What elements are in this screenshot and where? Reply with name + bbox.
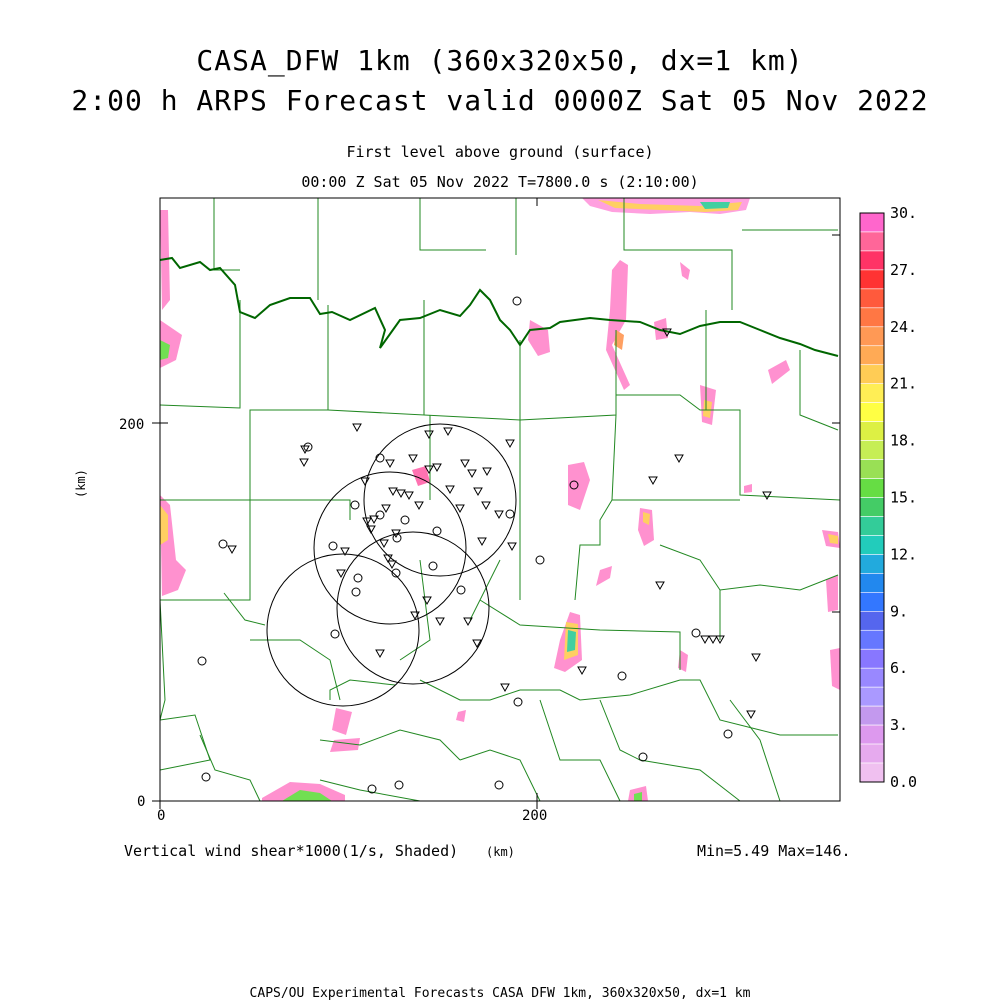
colorbar-label: 0.0 xyxy=(890,773,917,791)
colorbar-swatch xyxy=(859,762,885,783)
y-tick-200: 200 xyxy=(119,417,144,433)
x-axis-unit: (km) xyxy=(486,845,515,859)
colorbar-swatch xyxy=(859,610,885,631)
colorbar-swatch xyxy=(859,326,885,347)
colorbar-swatch xyxy=(859,554,885,574)
colorbar-swatch xyxy=(859,402,885,422)
map-title: CASA_DFW 1km (360x320x50, dx=1 km) xyxy=(196,44,804,77)
colorbar-label: 21. xyxy=(890,375,917,393)
level-subtitle: First level above ground (surface) xyxy=(346,143,654,161)
radar-rings xyxy=(266,423,517,707)
colorbar-swatch xyxy=(859,421,885,441)
field-label: Vertical wind shear*1000(1/s, Shaded) xyxy=(124,842,459,860)
min-max-readout: Min=5.49 Max=146. xyxy=(697,842,851,860)
colorbar-swatch xyxy=(859,573,885,593)
station-triangles xyxy=(227,328,772,720)
colorbar-swatch xyxy=(859,212,885,233)
time-subtitle: 00:00 Z Sat 05 Nov 2022 T=7800.0 s (2:10… xyxy=(301,173,699,191)
colorbar-label: 24. xyxy=(890,318,917,336)
colorbar-label: 18. xyxy=(890,432,917,450)
colorbar-swatch xyxy=(859,269,885,290)
colorbar-swatch xyxy=(859,592,885,612)
colorbar-swatch xyxy=(859,459,885,479)
colorbar-swatch xyxy=(859,307,885,328)
forecast-title: 2:00 h ARPS Forecast valid 0000Z Sat 05 … xyxy=(71,84,929,117)
colorbar-swatch xyxy=(859,648,885,669)
colorbar-swatch xyxy=(859,705,885,726)
colorbar-label: 9. xyxy=(890,602,908,620)
colorbar-label: 3. xyxy=(890,716,908,734)
plot-frame xyxy=(159,197,841,802)
colorbar-swatch xyxy=(859,686,885,707)
colorbar-swatch xyxy=(859,364,885,385)
colorbar-label: 12. xyxy=(890,545,917,563)
colorbar-swatch xyxy=(859,535,885,555)
axis-ticks xyxy=(152,198,840,809)
colorbar-label: 27. xyxy=(890,261,917,279)
x-tick-0: 0 xyxy=(157,808,165,824)
colorbar-swatch xyxy=(859,629,885,650)
colorbar-swatch xyxy=(859,667,885,688)
colorbar-labels: 30. 27. 24. 21. 18. 15. 12. 9. 6. 3. 0.0 xyxy=(890,204,917,791)
colorbar xyxy=(859,212,885,783)
red-river-boundary xyxy=(159,256,839,357)
colorbar-swatch xyxy=(859,288,885,309)
colorbar-swatch xyxy=(859,250,885,271)
colorbar-label: 6. xyxy=(890,659,908,677)
colorbar-swatch xyxy=(859,345,885,366)
station-circles xyxy=(197,296,733,794)
colorbar-swatch xyxy=(859,478,885,498)
colorbar-label: 15. xyxy=(890,489,917,507)
credit-line: CAPS/OU Experimental Forecasts CASA DFW … xyxy=(249,986,751,1001)
colorbar-swatch xyxy=(859,497,885,517)
colorbar-swatch xyxy=(859,231,885,252)
colorbar-swatch xyxy=(859,743,885,764)
x-tick-200: 200 xyxy=(522,808,547,824)
y-tick-0: 0 xyxy=(137,794,145,810)
colorbar-swatch xyxy=(859,440,885,460)
colorbar-swatch xyxy=(859,724,885,745)
colorbar-swatch xyxy=(859,383,885,403)
colorbar-frame xyxy=(859,212,885,783)
colorbar-label: 30. xyxy=(890,204,917,222)
y-axis-unit: (km) xyxy=(74,469,88,498)
colorbar-swatch xyxy=(859,516,885,536)
